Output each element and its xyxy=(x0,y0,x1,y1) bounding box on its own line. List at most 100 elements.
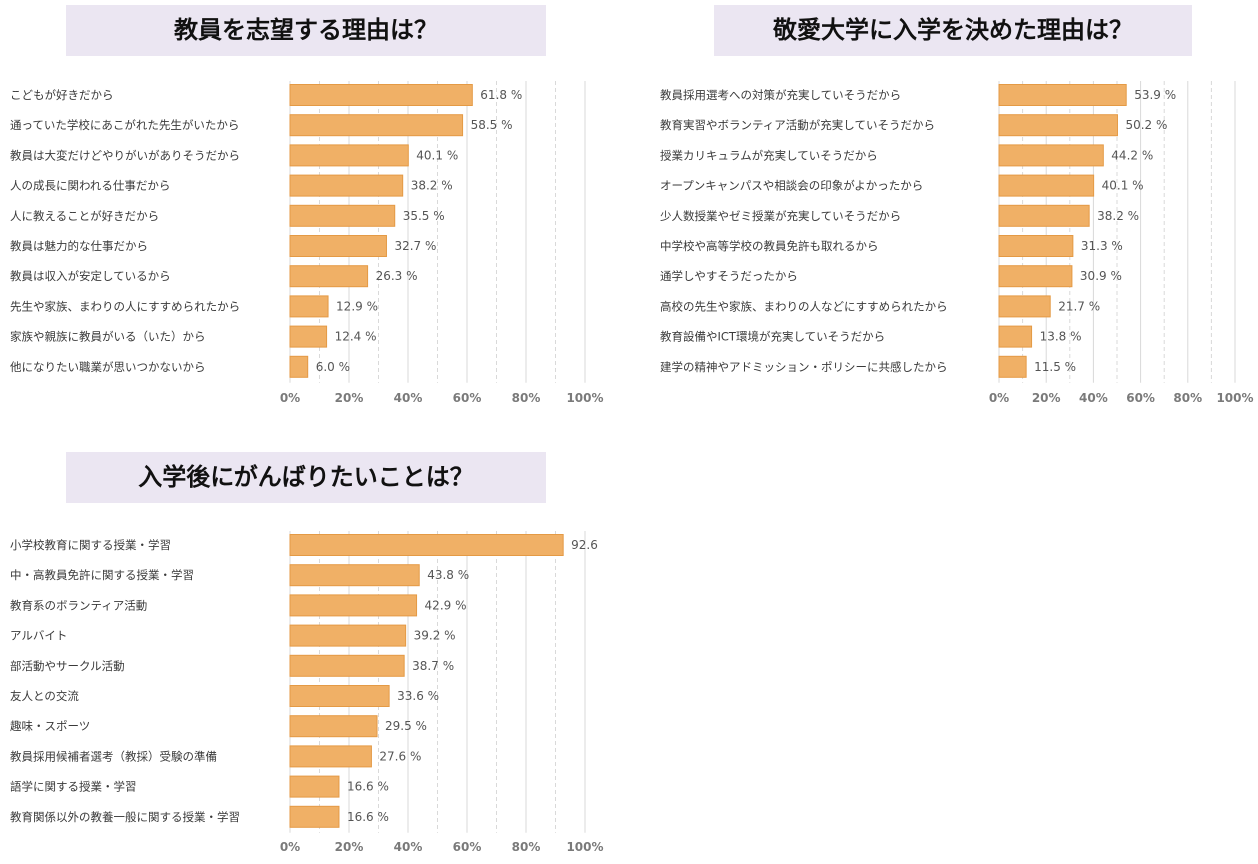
value-label: 44.2 % xyxy=(1111,148,1153,162)
x-tick-label: 100% xyxy=(566,391,603,405)
value-label: 50.2 % xyxy=(1125,118,1167,132)
value-label: 16.6 % xyxy=(347,780,389,794)
bar xyxy=(289,745,372,768)
gridlines xyxy=(289,81,586,383)
category-label: 友人との交流 xyxy=(10,689,79,703)
value-label: 35.5 % xyxy=(403,209,445,223)
bar xyxy=(998,325,1033,348)
x-tick-label: 80% xyxy=(512,391,541,405)
x-tick-label: 20% xyxy=(335,840,364,854)
x-tick-label: 80% xyxy=(512,840,541,854)
value-label: 30.9 % xyxy=(1080,269,1122,283)
category-label: 教育設備やICT環境が充実していそうだから xyxy=(660,330,885,344)
bar xyxy=(289,654,405,677)
bar xyxy=(998,84,1127,106)
category-label: 建学の精神やアドミッション・ポリシーに共感したから xyxy=(660,360,948,374)
category-label: 中学校や高等学校の教員免許も取れるから xyxy=(660,239,879,253)
category-label: こどもが好きだから xyxy=(10,88,114,102)
value-label: 12.4 % xyxy=(335,330,377,344)
x-tick-label: 0% xyxy=(280,391,300,405)
bar xyxy=(998,204,1090,227)
category-label: 人に教えることが好きだから xyxy=(10,209,159,223)
chart-1-reasons-to-become-teacher: こどもが好きだから 61.8 % 通っていた学校にあこがれた先生がいたから 58.5 … xyxy=(10,81,604,405)
category-label: 家族や親族に教員がいる（いた）から xyxy=(10,330,206,344)
value-label: 26.3 % xyxy=(376,269,418,283)
value-label: 16.6 % xyxy=(347,810,389,824)
value-label: 42.9 % xyxy=(425,598,467,612)
chart-1-title: 教員を志望する理由は？ xyxy=(66,5,546,56)
bar xyxy=(289,174,404,197)
bar xyxy=(998,114,1118,137)
bar xyxy=(289,805,340,828)
value-label: 53.9 % xyxy=(1134,88,1176,102)
category-label: 教育系のボランティア活動 xyxy=(10,598,147,612)
x-tick-label: 20% xyxy=(1032,391,1061,405)
bar xyxy=(289,624,407,647)
value-label: 38.2 % xyxy=(411,179,453,193)
bar xyxy=(289,594,418,617)
bar xyxy=(289,84,473,106)
value-label: 40.1 % xyxy=(1102,179,1144,193)
category-label: 人の成長に関われる仕事だから xyxy=(10,179,170,193)
bar xyxy=(289,534,564,556)
bar xyxy=(289,144,409,167)
value-label: 12.9 % xyxy=(336,299,378,313)
x-tick-label: 20% xyxy=(335,391,364,405)
bar xyxy=(289,685,390,707)
category-label: 通学しやすそうだったから xyxy=(660,269,798,283)
bar xyxy=(289,355,309,378)
bar xyxy=(289,204,396,227)
category-label: 中・高教員免許に関する授業・学習 xyxy=(10,568,194,582)
category-label: アルバイト xyxy=(10,629,67,643)
category-label: 部活動やサークル活動 xyxy=(10,659,125,673)
bar xyxy=(998,355,1027,378)
x-tick-label: 60% xyxy=(453,391,482,405)
bar xyxy=(289,775,340,798)
category-label: 語学に関する授業・学習 xyxy=(10,780,137,794)
bar xyxy=(289,114,464,137)
bar xyxy=(289,325,328,348)
x-tick-label: 0% xyxy=(989,391,1009,405)
chart-2-title: 敬愛大学に入学を決めた理由は？ xyxy=(714,5,1192,56)
bar xyxy=(998,174,1095,197)
category-label: 教育関係以外の教養一般に関する授業・学習 xyxy=(10,810,240,824)
value-label: 38.7 % xyxy=(412,659,454,673)
value-label: 11.5 % xyxy=(1034,360,1076,374)
bar xyxy=(289,265,369,288)
bar xyxy=(289,235,387,257)
x-tick-label: 60% xyxy=(1126,391,1155,405)
value-label: 40.1 % xyxy=(416,148,458,162)
bar xyxy=(998,295,1051,318)
category-label: 通っていた学校にあこがれた先生がいたから xyxy=(10,118,239,132)
category-label: 少人数授業やゼミ授業が充実していそうだから xyxy=(660,209,901,223)
category-label: 教育実習やボランティア活動が充実していそうだから xyxy=(660,118,935,132)
x-tick-label: 100% xyxy=(566,840,603,854)
value-label: 6.0 % xyxy=(316,360,350,374)
x-tick-label: 40% xyxy=(394,391,423,405)
category-label: 教員採用選考への対策が充実していそうだから xyxy=(660,88,901,102)
bar xyxy=(998,265,1073,288)
x-tick-label: 100% xyxy=(1216,391,1253,405)
category-label: 教員は魅力的な仕事だから xyxy=(10,239,148,253)
value-label: 29.5 % xyxy=(385,719,427,733)
x-tick-label: 60% xyxy=(453,840,482,854)
chart-2-reasons-to-enroll: 教員採用選考への対策が充実していそうだから 53.9 % 教育実習やボランティア活動… xyxy=(660,81,1254,405)
x-tick-label: 0% xyxy=(280,840,300,854)
x-tick-label: 40% xyxy=(394,840,423,854)
value-label: 27.6 % xyxy=(379,749,421,763)
category-label: 教員は収入が安定しているから xyxy=(10,269,171,283)
bar xyxy=(289,715,378,738)
category-label: 高校の先生や家族、まわりの人などにすすめられたから xyxy=(660,299,948,313)
bar xyxy=(998,235,1074,257)
category-label: 先生や家族、まわりの人にすすめられたから xyxy=(10,299,240,313)
value-label: 32.7 % xyxy=(394,239,436,253)
chart-3-goals-after-enrollment: 小学校教育に関する授業・学習 92.6 中・高教員免許に関する授業・学習 43.8 %… xyxy=(10,531,604,854)
value-label: 92.6 xyxy=(571,538,598,552)
value-label: 39.2 % xyxy=(414,629,456,643)
value-label: 58.5 % xyxy=(471,118,513,132)
chart-3-title: 入学後にがんばりたいことは？ xyxy=(66,452,546,503)
value-label: 31.3 % xyxy=(1081,239,1123,253)
value-label: 21.7 % xyxy=(1058,299,1100,313)
value-label: 43.8 % xyxy=(427,568,469,582)
category-label: 他になりたい職業が思いつかないから xyxy=(10,360,206,374)
